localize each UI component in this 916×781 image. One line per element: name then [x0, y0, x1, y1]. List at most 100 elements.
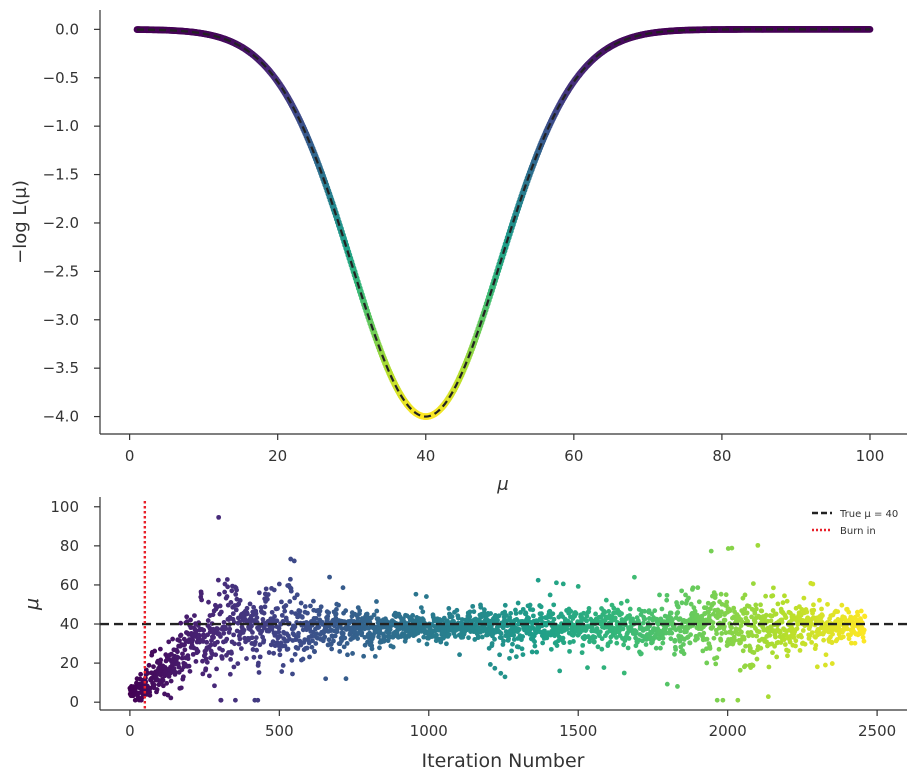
trace-point	[554, 643, 560, 648]
trace-point	[257, 654, 263, 660]
trace-point	[784, 598, 790, 604]
trace-point	[669, 630, 675, 636]
trace-point	[737, 667, 743, 673]
trace-point	[823, 652, 829, 658]
trace-point	[216, 591, 222, 597]
trace-point	[487, 662, 493, 667]
trace-point	[314, 631, 320, 637]
trace-point	[686, 595, 691, 601]
trace-point	[642, 616, 648, 622]
trace-point	[735, 697, 741, 703]
trace-point	[382, 637, 387, 643]
trace-point	[668, 610, 674, 616]
trace-point	[750, 633, 756, 638]
trace-point	[371, 612, 377, 618]
trace-point	[626, 636, 632, 641]
trace-point	[244, 605, 250, 611]
trace-point	[237, 636, 243, 642]
trace-point	[311, 598, 316, 604]
trace-point	[744, 610, 750, 616]
trace-point	[200, 639, 206, 644]
bottom-x-tick-label: 2000	[709, 722, 747, 740]
trace-point	[214, 666, 219, 672]
top-y-tick-label: −3.5	[43, 359, 79, 377]
legend-true-label: True μ = 40	[839, 509, 898, 520]
trace-point	[502, 602, 508, 608]
trace-point	[308, 633, 314, 639]
trace-point	[270, 624, 275, 630]
trace-point	[703, 605, 709, 611]
trace-point	[206, 673, 212, 679]
trace-point	[799, 634, 804, 640]
trace-point	[675, 604, 681, 610]
trace-point	[199, 597, 205, 603]
trace-point	[708, 548, 714, 554]
trace-point	[846, 609, 852, 615]
trace-point	[584, 613, 590, 619]
trace-point	[277, 633, 283, 639]
trace-point	[424, 641, 430, 647]
trace-point	[532, 643, 538, 649]
trace-point	[290, 671, 295, 677]
trace-point	[296, 630, 301, 636]
trace-point	[175, 649, 180, 655]
trace-point	[752, 619, 758, 625]
trace-point	[653, 645, 659, 651]
trace-point	[313, 641, 319, 646]
trace-point	[219, 656, 225, 661]
top-x-tick-label: 100	[856, 447, 885, 465]
trace-point	[279, 669, 285, 674]
trace-point	[714, 697, 720, 703]
trace-point	[312, 649, 317, 655]
trace-point	[237, 598, 243, 603]
trace-point	[585, 665, 590, 671]
trace-point	[157, 646, 163, 652]
trace-point	[597, 629, 603, 635]
trace-point	[292, 624, 298, 630]
trace-point	[527, 602, 533, 608]
trace-point	[271, 587, 277, 593]
trace-point	[614, 640, 620, 646]
bottom-y-axis-label: μ	[21, 598, 43, 611]
trace-point	[753, 602, 759, 608]
trace-point	[714, 655, 720, 660]
trace-point	[725, 546, 731, 551]
trace-point	[710, 624, 716, 630]
trace-point	[787, 639, 793, 645]
trace-point	[638, 651, 644, 657]
trace-point	[713, 592, 718, 598]
trace-point	[193, 659, 199, 664]
trace-point	[758, 602, 763, 608]
trace-point	[726, 641, 732, 647]
trace-point	[204, 659, 210, 665]
trace-point	[763, 593, 769, 599]
trace-point	[649, 611, 655, 617]
trace-point	[860, 634, 866, 640]
trace-point	[316, 624, 322, 630]
trace-point	[756, 629, 762, 635]
trace-point	[707, 645, 713, 651]
trace-point	[279, 599, 284, 605]
bottom-x-tick-label: 500	[265, 722, 294, 740]
trace-point	[323, 676, 329, 682]
trace-point	[516, 644, 521, 650]
trace-point	[307, 654, 312, 660]
trace-point	[620, 626, 626, 632]
trace-point	[723, 630, 729, 636]
trace-point	[170, 636, 176, 642]
trace-point	[263, 586, 269, 592]
trace-point	[520, 634, 526, 639]
bottom-y-tick-label: 20	[60, 654, 79, 672]
trace-point	[413, 591, 419, 597]
trace-point	[277, 652, 283, 658]
trace-point	[434, 632, 439, 638]
trace-point	[178, 632, 184, 638]
trace-point	[618, 600, 624, 606]
trace-point	[310, 638, 315, 644]
trace-point	[701, 630, 707, 636]
trace-point	[743, 643, 748, 649]
trace-point	[253, 611, 259, 616]
trace-point	[601, 665, 607, 670]
trace-point	[794, 626, 800, 632]
trace-point	[718, 637, 724, 643]
